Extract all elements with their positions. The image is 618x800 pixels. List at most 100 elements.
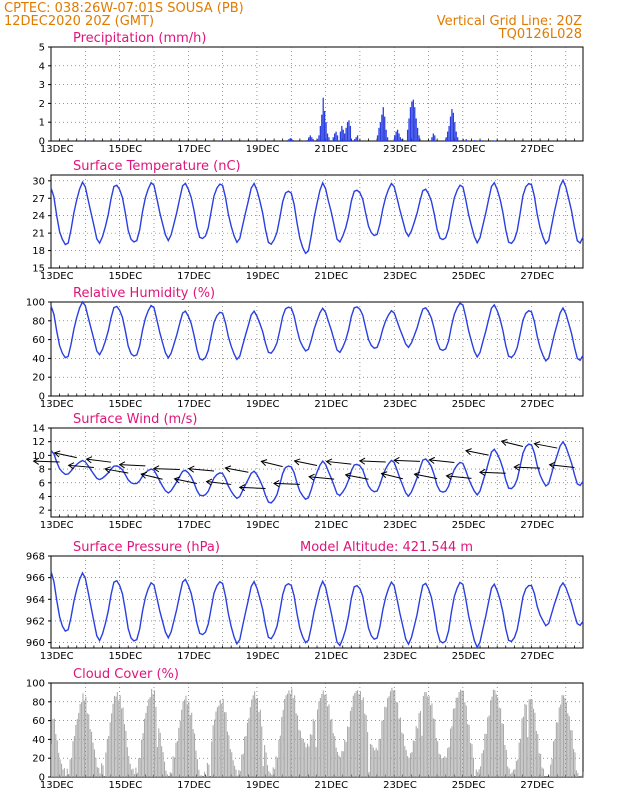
wind-arrow bbox=[549, 464, 575, 468]
cloud-bar bbox=[438, 753, 440, 777]
precip-bar bbox=[431, 137, 433, 141]
cloud-bar bbox=[158, 728, 160, 777]
cloud-bar bbox=[362, 697, 364, 777]
cloud-bar bbox=[384, 706, 386, 777]
wind-arrow-head bbox=[205, 478, 213, 486]
cloud-bar bbox=[251, 699, 253, 777]
precip-bar bbox=[356, 135, 359, 141]
precip-bar bbox=[412, 99, 414, 141]
precip-bar bbox=[318, 135, 320, 141]
cloud-bar bbox=[161, 746, 163, 777]
cloud-bar bbox=[404, 746, 406, 777]
cloud-bar bbox=[224, 712, 226, 777]
cloud-bar bbox=[532, 708, 535, 777]
wind-arrow-head bbox=[380, 471, 388, 479]
precip-bar bbox=[408, 118, 410, 141]
cloud-bar bbox=[99, 773, 101, 777]
cloud-bar bbox=[212, 725, 214, 777]
cloud-bar bbox=[118, 700, 120, 777]
wind-arrow bbox=[514, 466, 541, 469]
cloud-bar bbox=[512, 769, 514, 777]
precip-bar bbox=[399, 137, 402, 141]
precip-bar bbox=[457, 137, 459, 141]
cloud-bar bbox=[245, 735, 247, 777]
wind-arrow-head bbox=[140, 471, 148, 479]
cloud-bar bbox=[109, 722, 111, 777]
relative-humidity-xtick-label: 21DEC bbox=[314, 399, 348, 410]
cloud-bar bbox=[345, 741, 347, 777]
cloud-bar bbox=[319, 697, 321, 777]
precip-bar bbox=[446, 131, 449, 141]
cloud-bar bbox=[282, 709, 284, 777]
precip-bar bbox=[411, 101, 413, 141]
wind-arrow bbox=[174, 478, 197, 485]
surface-wind-ytick-label: 8 bbox=[39, 465, 45, 476]
cloud-bar bbox=[488, 715, 490, 777]
cloud-cover-xtick-label: 23DEC bbox=[383, 780, 417, 791]
cloud-bar bbox=[391, 687, 393, 777]
cloud-bar bbox=[232, 760, 234, 777]
cloud-bar bbox=[382, 721, 384, 777]
cloud-bar bbox=[146, 705, 148, 777]
cloud-bar bbox=[481, 753, 483, 777]
cloud-bar bbox=[321, 694, 323, 777]
cloud-bar bbox=[258, 711, 260, 777]
wind-arrow-head bbox=[465, 448, 472, 456]
cloud-bar bbox=[192, 729, 194, 777]
surface-temperature-xtick-label: 23DEC bbox=[383, 271, 417, 282]
cloud-bar bbox=[560, 704, 562, 777]
precip-bar bbox=[376, 135, 379, 141]
cloud-bar bbox=[242, 753, 244, 777]
wind-arrow bbox=[225, 467, 249, 473]
precip-bar bbox=[465, 139, 467, 141]
cloud-bar bbox=[281, 716, 283, 777]
surface-wind-xtick-label: 25DEC bbox=[452, 520, 486, 531]
cloud-bar bbox=[51, 743, 53, 777]
surface-wind-line bbox=[50, 440, 584, 504]
cloud-bar bbox=[284, 698, 286, 777]
cloud-bar bbox=[497, 697, 499, 777]
surface-pressure-ytick-label: 960 bbox=[26, 638, 45, 649]
surface-wind-xtick-label: 27DEC bbox=[520, 520, 554, 531]
precip-bar bbox=[344, 133, 346, 141]
cloud-bar bbox=[501, 723, 503, 777]
header-grid-note: Vertical Grid Line: 20Z bbox=[437, 14, 582, 29]
cloud-bar bbox=[334, 736, 336, 777]
cloud-bar bbox=[171, 773, 173, 777]
cloud-bar bbox=[551, 758, 553, 777]
surface-pressure-xtick-label: 21DEC bbox=[314, 651, 348, 662]
cloud-bar bbox=[371, 744, 373, 777]
cloud-bar bbox=[121, 708, 123, 777]
wind-arrow-head bbox=[513, 463, 520, 471]
precipitation-xtick-label: 25DEC bbox=[452, 144, 486, 155]
wind-arrow-head bbox=[260, 459, 268, 466]
cloud-bar bbox=[53, 718, 55, 777]
cloud-bar bbox=[342, 751, 344, 777]
cloud-bar bbox=[368, 772, 370, 777]
cloud-bar bbox=[442, 758, 444, 777]
cloud-bar bbox=[72, 741, 74, 777]
wind-arrow bbox=[429, 459, 455, 464]
cloud-bar bbox=[65, 775, 67, 777]
cloud-bar bbox=[352, 695, 354, 777]
cloud-bar bbox=[294, 695, 296, 777]
cloud-bar bbox=[255, 698, 257, 777]
surface-temperature-ytick-label: 24 bbox=[32, 211, 45, 222]
cloud-bar bbox=[402, 733, 404, 777]
wind-arrow bbox=[501, 440, 524, 447]
cloud-bar bbox=[221, 703, 223, 777]
cloud-bar bbox=[495, 694, 497, 777]
precip-bar bbox=[445, 137, 447, 141]
precip-bar bbox=[354, 139, 356, 141]
cloud-bar bbox=[462, 690, 464, 777]
surface-temperature-xtick-label: 15DEC bbox=[108, 271, 142, 282]
cloud-bar bbox=[448, 746, 450, 777]
cloud-bar bbox=[175, 742, 177, 777]
cloud-bar bbox=[514, 769, 516, 777]
surface-pressure-xtick-label: 19DEC bbox=[246, 651, 280, 662]
wind-arrow-head bbox=[358, 457, 366, 465]
cloud-bar bbox=[82, 693, 84, 777]
cloud-bar bbox=[478, 769, 480, 777]
surface-wind-ytick-label: 6 bbox=[39, 478, 45, 489]
precip-bar bbox=[346, 122, 349, 141]
